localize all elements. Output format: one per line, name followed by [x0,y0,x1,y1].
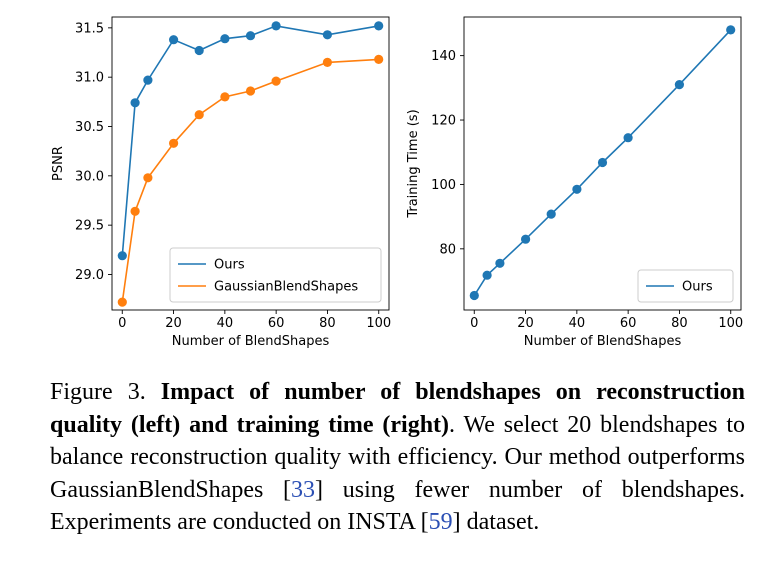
data-point [245,86,256,96]
caption-bold-text: Impact of number of blendshapes on recon… [50,379,745,438]
series-line-1 [121,58,379,303]
legend-label: Ours [214,258,245,273]
data-point [482,270,492,280]
data-point [271,21,281,31]
data-point [143,75,153,85]
data-point [322,30,332,40]
figure: 0 20 40 60 80 100 29.0 29.5 30.0 30.5 31.0 31.5 Numb… [51,16,743,349]
plot-frame [111,16,390,311]
data-point [169,35,179,45]
x-tick-label: 20 [165,316,182,331]
x-tick-label: 60 [620,316,637,331]
data-point [374,54,384,64]
data-point [220,34,230,44]
y-tick-label: 31.0 [75,71,104,86]
figure-caption: Figure 3. Impact of number of blendshape… [50,376,745,539]
y-tick-label: 29.5 [75,219,104,234]
caption-text-3: ] dataset. [452,509,540,535]
x-tick-label: 0 [118,316,126,331]
data-point [597,157,608,168]
data-point [194,45,204,56]
data-point [271,76,281,86]
data-point [130,206,140,216]
x-tick-label: 0 [470,316,478,331]
data-point [322,57,332,67]
data-point [245,31,256,41]
x-axis-label: Number of BlendShapes [524,334,682,349]
caption-text-1: . We select 20 blendshapes to balance re… [50,411,745,503]
y-tick-label: 120 [431,114,456,129]
training-time-chart: 0 20 40 60 80 100 80 100 120 140 Number of BlendSh… [406,16,743,349]
y-axis-label: PSNR [51,146,66,181]
data-point [674,80,685,90]
x-tick-label: 40 [217,316,234,331]
data-point [117,297,127,307]
legend-label: Ours [682,280,713,295]
data-point [521,234,531,244]
caption-text-2: ] using fewer number of blendshapes. Exp… [50,476,746,536]
x-tick-label: 80 [671,316,688,331]
legend-box [169,247,382,303]
data-point [117,251,127,261]
x-tick-label: 100 [718,316,743,331]
y-tick-label: 140 [431,49,456,64]
psnr-chart: 0 20 40 60 80 100 29.0 29.5 30.0 30.5 31.0 31.5 Numb… [51,16,391,349]
legend-label: GaussianBlendShapes [214,280,358,295]
legend-box [637,269,734,303]
data-point [374,21,384,31]
data-point [169,138,179,148]
data-point [143,173,153,183]
data-point [194,110,204,120]
caption-citation-59[interactable]: 59 [428,509,453,535]
x-tick-label: 40 [569,316,586,331]
data-point [572,184,582,194]
y-tick-label: 30.0 [75,169,104,184]
x-tick-label: 80 [319,316,336,331]
x-tick-label: 20 [517,316,534,331]
series-line-0 [473,29,732,296]
data-point [546,209,556,219]
caption-figure-label: Figure 3. [50,379,146,405]
data-point [469,290,479,301]
series-line-0 [121,25,379,256]
x-tick-label: 100 [366,316,391,331]
data-point [220,92,230,102]
caption-citation-33[interactable]: 33 [291,476,316,503]
x-tick-label: 60 [268,316,285,331]
y-tick-label: 80 [439,242,456,257]
y-tick-label: 29.0 [75,268,104,283]
y-tick-label: 31.5 [75,21,104,36]
y-axis-label: Training Time (s) [406,109,421,218]
x-axis-label: Number of BlendShapes [172,334,330,349]
data-point [495,258,505,268]
data-point [623,133,633,143]
data-point [130,98,140,108]
y-tick-label: 100 [431,178,456,193]
y-tick-label: 30.5 [75,120,104,135]
data-point [726,25,736,35]
plot-frame [463,16,742,311]
